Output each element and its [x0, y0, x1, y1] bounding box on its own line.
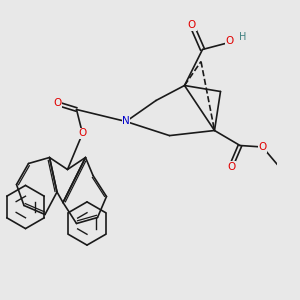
Text: O: O — [225, 35, 234, 46]
Text: N: N — [122, 116, 130, 127]
Text: H: H — [239, 32, 246, 42]
Text: O: O — [188, 20, 196, 31]
Text: O: O — [53, 98, 61, 109]
Text: O: O — [78, 128, 87, 139]
Text: O: O — [227, 161, 235, 172]
Text: O: O — [258, 142, 267, 152]
